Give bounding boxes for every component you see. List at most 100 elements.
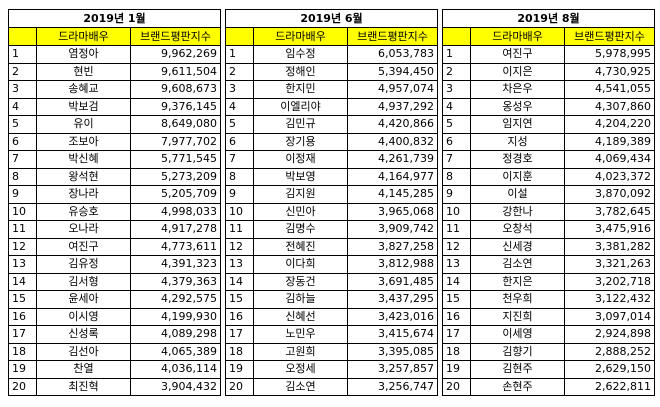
rank-cell: 7 bbox=[225, 150, 254, 169]
name-cell: 이시영 bbox=[36, 307, 131, 326]
name-cell: 신성록 bbox=[36, 325, 131, 344]
rank-cell: 16 bbox=[8, 307, 37, 326]
table-row: 5 김민규 4,420,866 bbox=[225, 115, 439, 134]
name-cell: 김선아 bbox=[36, 342, 131, 361]
table-row: 10 유승호 4,998,033 bbox=[8, 202, 222, 221]
score-cell: 4,199,930 bbox=[129, 307, 222, 326]
name-cell: 유이 bbox=[36, 115, 131, 134]
column-header: 브랜드평판지수 bbox=[129, 27, 222, 46]
rank-cell: 18 bbox=[442, 342, 471, 361]
header-row: 드라마배우 브랜드평판지수 bbox=[442, 27, 656, 46]
score-cell: 2,629,150 bbox=[563, 360, 656, 379]
name-cell: 김민규 bbox=[253, 115, 348, 134]
name-cell: 조보아 bbox=[36, 132, 131, 151]
score-cell: 2,924,898 bbox=[563, 325, 656, 344]
table-row: 6 지성 4,189,389 bbox=[442, 132, 656, 151]
score-cell: 4,379,363 bbox=[129, 272, 222, 291]
rank-header bbox=[8, 27, 37, 46]
score-cell: 3,257,857 bbox=[346, 360, 439, 379]
column-header: 드라마배우 bbox=[470, 27, 565, 46]
table-row: 12 전혜진 3,827,258 bbox=[225, 237, 439, 256]
name-cell: 옹성우 bbox=[470, 97, 565, 116]
column-header: 드라마배우 bbox=[253, 27, 348, 46]
table-row: 11 오창석 3,475,916 bbox=[442, 220, 656, 239]
name-cell: 정경호 bbox=[470, 150, 565, 169]
header-row: 드라마배우 브랜드평판지수 bbox=[8, 27, 222, 46]
rank-cell: 4 bbox=[225, 97, 254, 116]
rank-cell: 3 bbox=[225, 80, 254, 99]
name-cell: 임지연 bbox=[470, 115, 565, 134]
table-row: 2 정해인 5,394,450 bbox=[225, 62, 439, 81]
table-title: 2019년 6월 bbox=[224, 9, 439, 28]
score-cell: 4,036,114 bbox=[129, 360, 222, 379]
table-row: 19 김현주 2,629,150 bbox=[442, 360, 656, 379]
rank-cell: 9 bbox=[442, 185, 471, 204]
name-cell: 김현주 bbox=[470, 360, 565, 379]
table-row: 18 김선아 4,065,389 bbox=[8, 342, 222, 361]
name-cell: 윤세아 bbox=[36, 290, 131, 309]
rank-cell: 13 bbox=[8, 255, 37, 274]
name-cell: 김유정 bbox=[36, 255, 131, 274]
ranking-table: 2019년 6월 드라마배우 브랜드평판지수 1 임수정 6,053,783 2 정해인 5,3… bbox=[224, 9, 439, 396]
rank-cell: 7 bbox=[8, 150, 37, 169]
table-row: 3 차은우 4,541,055 bbox=[442, 80, 656, 99]
score-cell: 4,400,832 bbox=[346, 132, 439, 151]
name-cell: 장동건 bbox=[253, 272, 348, 291]
score-cell: 9,376,145 bbox=[129, 97, 222, 116]
score-cell: 4,164,977 bbox=[346, 167, 439, 186]
rank-cell: 11 bbox=[225, 220, 254, 239]
name-cell: 이다희 bbox=[253, 255, 348, 274]
table-row: 12 신세경 3,381,282 bbox=[442, 237, 656, 256]
score-cell: 4,292,575 bbox=[129, 290, 222, 309]
rank-cell: 19 bbox=[8, 360, 37, 379]
score-cell: 9,962,269 bbox=[129, 45, 222, 64]
rank-cell: 5 bbox=[8, 115, 37, 134]
rank-cell: 6 bbox=[225, 132, 254, 151]
table-row: 16 지진희 3,097,014 bbox=[442, 307, 656, 326]
table-row: 4 이엘리야 4,937,292 bbox=[225, 97, 439, 116]
rank-cell: 9 bbox=[225, 185, 254, 204]
score-cell: 5,394,450 bbox=[346, 62, 439, 81]
table-row: 10 신민아 3,965,068 bbox=[225, 202, 439, 221]
score-cell: 3,256,747 bbox=[346, 377, 439, 396]
name-cell: 김명수 bbox=[253, 220, 348, 239]
table-row: 11 오나라 4,917,278 bbox=[8, 220, 222, 239]
name-cell: 고원희 bbox=[253, 342, 348, 361]
rank-cell: 16 bbox=[225, 307, 254, 326]
name-cell: 박보검 bbox=[36, 97, 131, 116]
rank-cell: 19 bbox=[442, 360, 471, 379]
name-cell: 염정아 bbox=[36, 45, 131, 64]
rank-cell: 14 bbox=[225, 272, 254, 291]
name-cell: 정해인 bbox=[253, 62, 348, 81]
title-row: 2019년 8월 bbox=[441, 9, 656, 28]
name-cell: 송혜교 bbox=[36, 80, 131, 99]
score-cell: 3,691,485 bbox=[346, 272, 439, 291]
score-cell: 4,261,739 bbox=[346, 150, 439, 169]
name-cell: 노민우 bbox=[253, 325, 348, 344]
table-row: 13 이다희 3,812,988 bbox=[225, 255, 439, 274]
name-cell: 지성 bbox=[470, 132, 565, 151]
rank-cell: 12 bbox=[8, 237, 37, 256]
rank-cell: 9 bbox=[8, 185, 37, 204]
name-cell: 김향기 bbox=[470, 342, 565, 361]
name-cell: 전혜진 bbox=[253, 237, 348, 256]
rank-cell: 16 bbox=[442, 307, 471, 326]
table-row: 10 강한나 3,782,645 bbox=[442, 202, 656, 221]
name-cell: 이설 bbox=[470, 185, 565, 204]
title-row: 2019년 1월 bbox=[7, 9, 222, 28]
table-body: 2019년 8월 드라마배우 브랜드평판지수 1 여진구 5,978,995 2 이지은 4,7… bbox=[441, 9, 656, 396]
name-cell: 김하늘 bbox=[253, 290, 348, 309]
name-cell: 여진구 bbox=[36, 237, 131, 256]
score-cell: 3,870,092 bbox=[563, 185, 656, 204]
table-row: 14 한지은 3,202,718 bbox=[442, 272, 656, 291]
rank-cell: 8 bbox=[8, 167, 37, 186]
score-cell: 3,909,742 bbox=[346, 220, 439, 239]
name-cell: 천우희 bbox=[470, 290, 565, 309]
score-cell: 3,423,016 bbox=[346, 307, 439, 326]
column-header: 드라마배우 bbox=[36, 27, 131, 46]
score-cell: 3,395,085 bbox=[346, 342, 439, 361]
name-cell: 김지원 bbox=[253, 185, 348, 204]
table-row: 12 여진구 4,773,611 bbox=[8, 237, 222, 256]
rank-cell: 8 bbox=[225, 167, 254, 186]
